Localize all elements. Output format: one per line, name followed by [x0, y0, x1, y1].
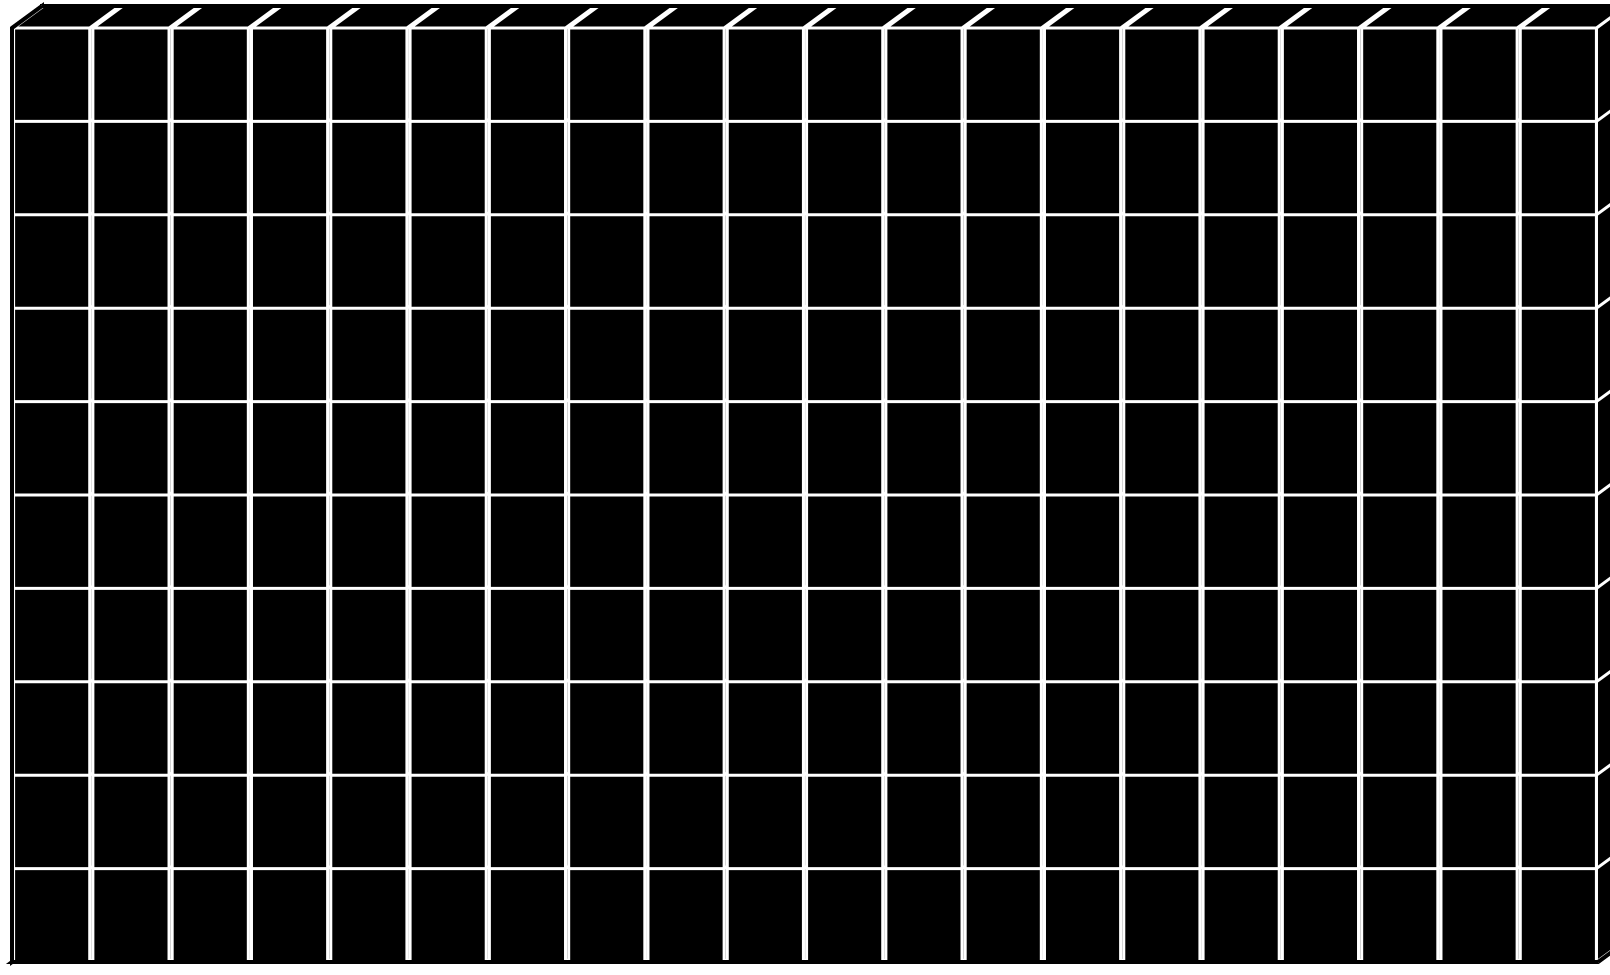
bar-chart-3d [0, 0, 1610, 975]
chart-stage [0, 0, 1610, 975]
